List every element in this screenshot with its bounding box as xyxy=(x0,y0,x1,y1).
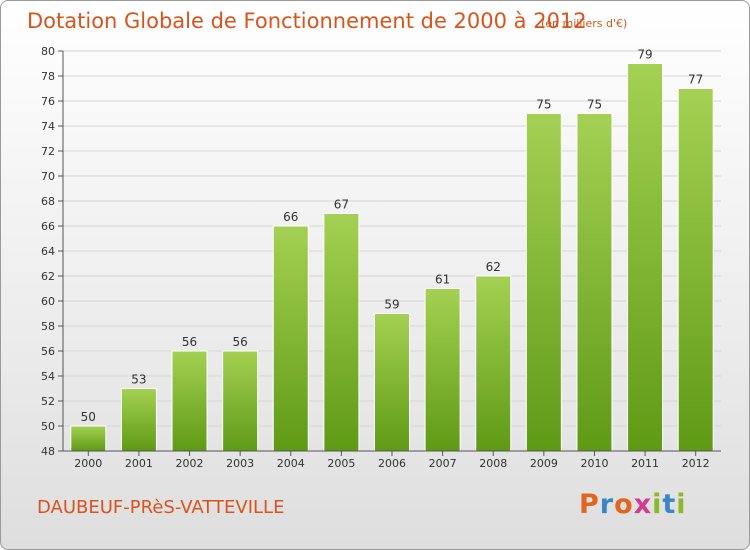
y-tick-label: 78 xyxy=(41,70,55,83)
bar xyxy=(525,113,562,452)
y-tick-label: 56 xyxy=(41,345,55,358)
x-tick-label: 2010 xyxy=(580,457,608,470)
y-tick-label: 52 xyxy=(41,395,55,408)
bar xyxy=(424,288,461,452)
bar xyxy=(374,313,410,452)
y-tick-label: 50 xyxy=(41,420,55,433)
logo-letter: t xyxy=(662,489,677,520)
bar xyxy=(475,275,512,452)
x-tick-label: 2011 xyxy=(631,457,659,470)
bar-value-label: 56 xyxy=(182,335,197,349)
x-tick-label: 2000 xyxy=(74,457,102,470)
y-tick-label: 58 xyxy=(41,320,55,333)
logo-letter: i xyxy=(676,489,687,520)
logo-letter: o xyxy=(614,489,634,520)
logo-letter: i xyxy=(652,489,663,520)
y-tick-label: 74 xyxy=(41,120,55,133)
bar-value-label: 75 xyxy=(587,98,602,112)
logo-letter: P xyxy=(579,489,600,520)
y-tick-label: 76 xyxy=(41,95,55,108)
axes xyxy=(58,50,721,456)
bar-value-label: 62 xyxy=(486,260,501,274)
bar-value-label: 77 xyxy=(688,73,703,87)
commune-name: DAUBEUF-PRèS-VATTEVILLE xyxy=(37,497,285,518)
labels: 48 50 52 54 56 58 60 62 64 66 68 70 72 74 76 78 80 50 2000… xyxy=(41,45,710,470)
bar xyxy=(323,213,360,452)
y-tick-label: 70 xyxy=(41,170,55,183)
bar-value-label: 67 xyxy=(334,198,349,212)
bar-value-label: 79 xyxy=(637,48,652,62)
y-tick-label: 66 xyxy=(41,220,55,233)
y-tick-label: 60 xyxy=(41,295,55,308)
logo-letter: x xyxy=(633,489,653,520)
y-tick-label: 54 xyxy=(41,370,55,383)
x-tick-label: 2012 xyxy=(682,457,710,470)
x-tick-label: 2003 xyxy=(226,457,254,470)
bar xyxy=(576,113,613,452)
bars xyxy=(70,63,714,452)
bar xyxy=(272,225,309,452)
bar xyxy=(677,88,714,452)
bar xyxy=(70,425,107,452)
bar-value-label: 75 xyxy=(536,98,551,112)
y-tick-label: 72 xyxy=(41,145,55,158)
proxiti-logo[interactable]: Proxiti xyxy=(579,489,687,520)
bar xyxy=(171,350,208,452)
y-tick-label: 62 xyxy=(41,270,55,283)
bar xyxy=(120,388,157,452)
x-tick-label: 2001 xyxy=(125,457,153,470)
y-tick-label: 68 xyxy=(41,195,55,208)
x-tick-label: 2009 xyxy=(530,457,558,470)
bar xyxy=(222,350,259,452)
chart-title: Dotation Globale de Fonctionnement de 20… xyxy=(27,9,587,33)
bar-value-label: 59 xyxy=(384,298,399,312)
x-tick-label: 2008 xyxy=(479,457,507,470)
bar-value-label: 66 xyxy=(283,210,298,224)
x-tick-label: 2007 xyxy=(429,457,457,470)
x-tick-label: 2006 xyxy=(378,457,406,470)
y-tick-label: 48 xyxy=(41,445,55,458)
bar-value-label: 50 xyxy=(81,410,96,424)
logo-letter: r xyxy=(599,489,615,520)
x-tick-label: 2002 xyxy=(176,457,204,470)
chart-unit: (en milliers d'€) xyxy=(541,17,628,30)
bar xyxy=(627,63,664,452)
y-tick-label: 64 xyxy=(41,245,55,258)
x-tick-label: 2004 xyxy=(277,457,305,470)
y-tick-label: 80 xyxy=(41,45,55,58)
bar-value-label: 53 xyxy=(131,373,146,387)
x-tick-label: 2005 xyxy=(327,457,355,470)
bar-value-label: 56 xyxy=(233,335,248,349)
bar-value-label: 61 xyxy=(435,273,450,287)
